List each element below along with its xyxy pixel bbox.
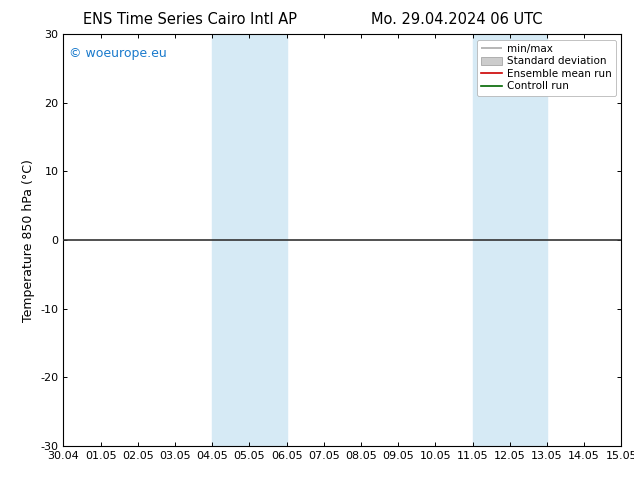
Bar [212, 34, 249, 446]
Y-axis label: Temperature 850 hPa (°C): Temperature 850 hPa (°C) [22, 159, 35, 321]
Bar [249, 34, 287, 446]
Legend: min/max, Standard deviation, Ensemble mean run, Controll run: min/max, Standard deviation, Ensemble me… [477, 40, 616, 96]
Text: ENS Time Series Cairo Intl AP: ENS Time Series Cairo Intl AP [83, 12, 297, 27]
Text: © woeurope.eu: © woeurope.eu [69, 47, 167, 60]
Text: Mo. 29.04.2024 06 UTC: Mo. 29.04.2024 06 UTC [371, 12, 542, 27]
Bar [472, 34, 510, 446]
Bar [510, 34, 547, 446]
